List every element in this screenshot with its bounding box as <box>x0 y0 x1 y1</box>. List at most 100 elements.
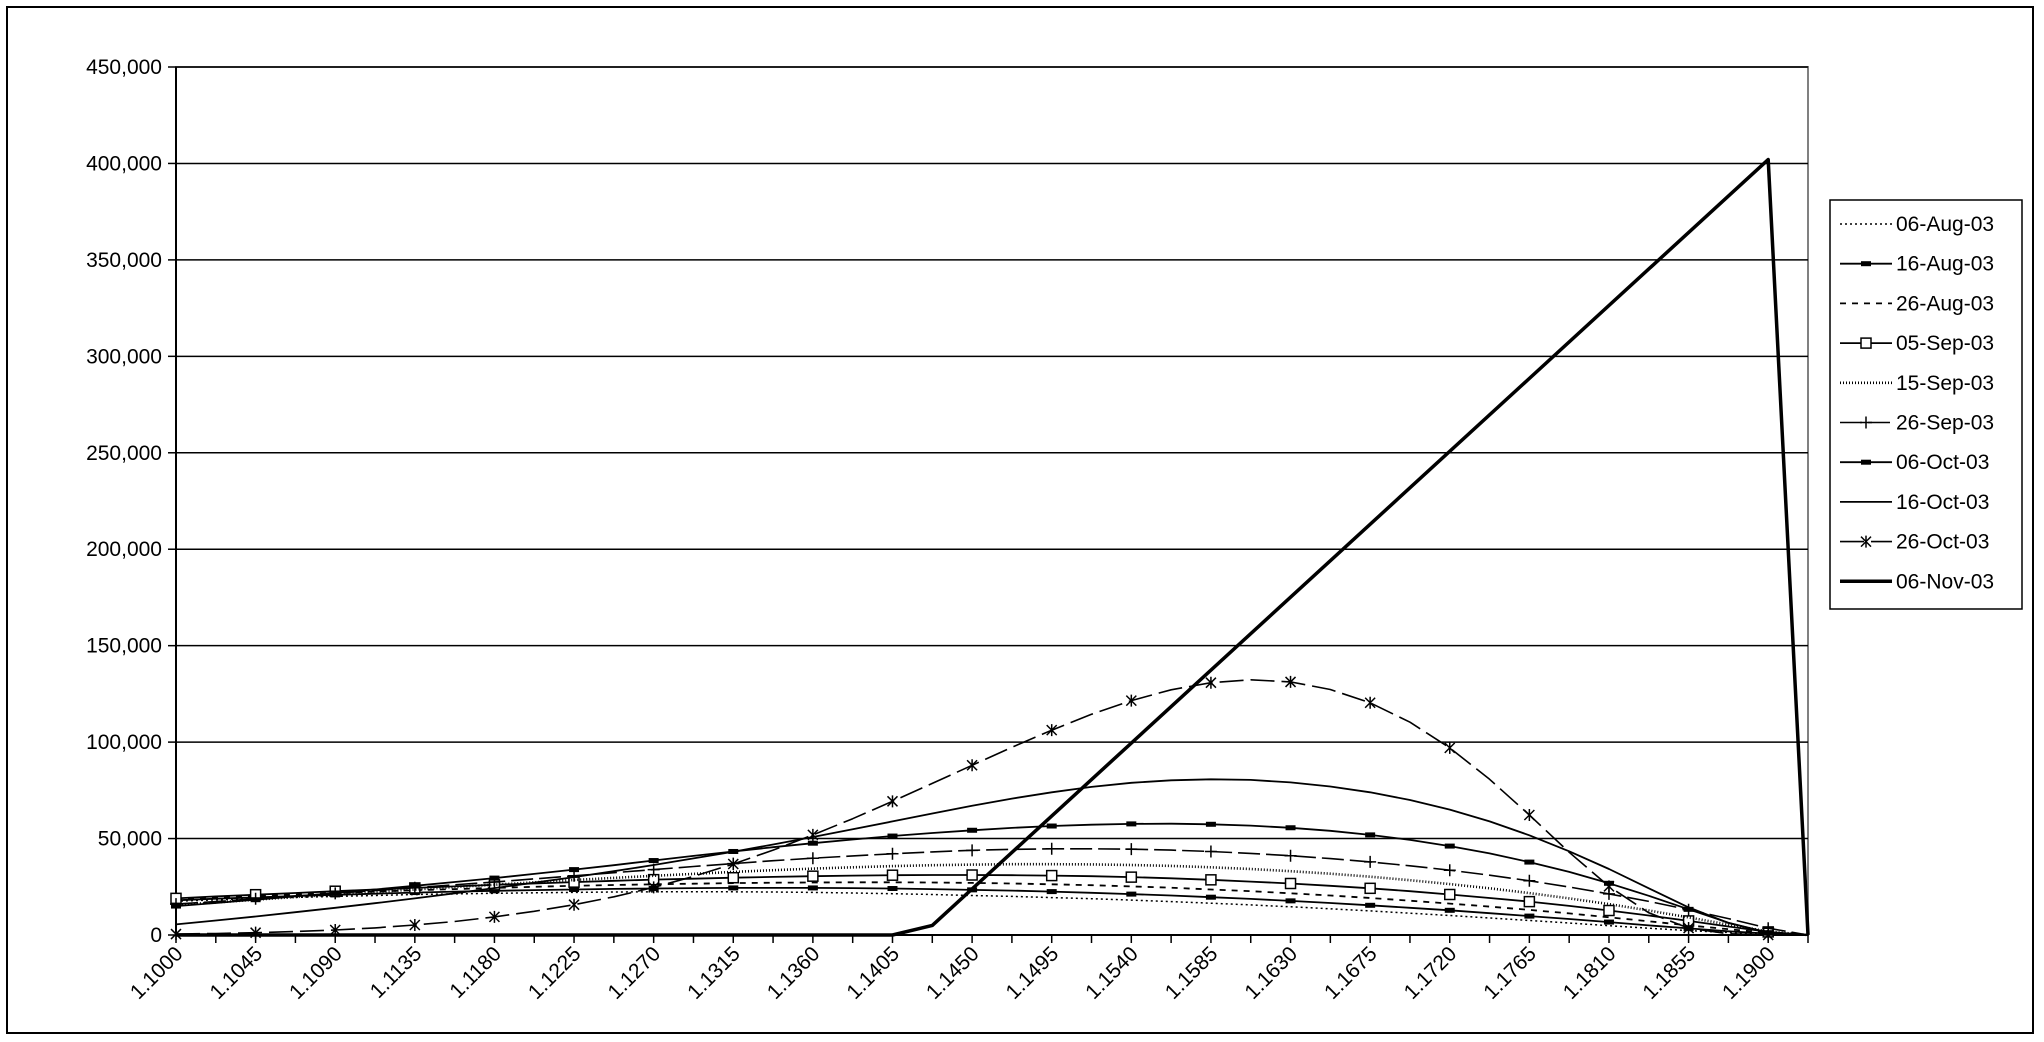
x-tick-label: 1.1090 <box>285 942 347 1004</box>
y-tick-label: 200,000 <box>86 538 162 561</box>
data-point-dash <box>1046 889 1057 895</box>
data-point-star <box>648 881 660 894</box>
data-point-star <box>1125 694 1137 707</box>
series-10 <box>176 157 1810 937</box>
series-line <box>175 862 1809 937</box>
data-point-star <box>409 918 421 931</box>
legend-label: 16-Oct-03 <box>1896 491 1989 514</box>
data-point-square <box>1125 871 1138 883</box>
y-gridlines <box>168 66 1808 936</box>
data-point-star <box>1364 696 1376 709</box>
y-tick-label: 50,000 <box>98 828 162 851</box>
x-tick-label: 1.1450 <box>922 942 984 1004</box>
data-point-plus <box>1125 843 1138 856</box>
series-line <box>175 891 1809 936</box>
data-point-dash <box>1205 821 1216 827</box>
y-tick-label: 400,000 <box>86 152 162 175</box>
legend-label: 26-Sep-03 <box>1896 412 1994 435</box>
data-point-square <box>1205 874 1217 886</box>
legend-label: 26-Aug-03 <box>1896 292 1994 315</box>
data-point-square <box>1860 337 1872 349</box>
x-tick-label: 1.1000 <box>126 942 188 1004</box>
x-tick-label: 1.1360 <box>763 942 825 1004</box>
data-point-dash <box>887 886 898 892</box>
plot-area <box>175 66 1809 936</box>
series-1 <box>175 891 1809 936</box>
y-tick-label: 0 <box>150 924 162 947</box>
legend-label: 06-Oct-03 <box>1896 451 1989 474</box>
legend-item: 06-Nov-03 <box>1840 570 1994 593</box>
data-point-dash <box>1205 894 1216 900</box>
data-point-dash <box>728 885 739 891</box>
legend-item: 26-Sep-03 <box>1840 412 1994 435</box>
x-tick-label: 1.1810 <box>1559 942 1621 1004</box>
series-5 <box>175 862 1809 937</box>
y-tick-label: 150,000 <box>86 635 162 658</box>
data-point-dash <box>1126 891 1137 897</box>
x-tick-label: 1.1315 <box>683 942 745 1004</box>
x-tick-label: 1.1045 <box>205 942 267 1004</box>
data-point-star <box>966 759 978 772</box>
data-point-star <box>1285 675 1297 688</box>
data-point-plus <box>1284 849 1297 862</box>
x-tick-label: 1.1900 <box>1718 942 1780 1004</box>
data-point-dash <box>807 840 818 846</box>
legend-item: 16-Oct-03 <box>1840 491 1989 514</box>
data-point-plus <box>966 844 979 857</box>
series-line <box>175 874 1809 936</box>
data-point-star <box>1762 929 1774 941</box>
data-point-dash <box>1444 843 1455 849</box>
data-point-star <box>1046 724 1058 737</box>
data-point-square <box>807 870 819 882</box>
data-point-star <box>727 858 739 871</box>
data-point-dash <box>1861 261 1871 267</box>
data-point-dash <box>489 875 500 881</box>
legend-item: 26-Aug-03 <box>1840 292 1994 315</box>
x-tick-label: 1.1225 <box>524 942 586 1004</box>
data-point-square <box>1364 882 1376 895</box>
data-point-plus <box>1204 845 1217 858</box>
data-point-star <box>886 795 899 808</box>
x-tick-label: 1.1405 <box>842 942 904 1004</box>
x-axis-tick-labels: 1.1000 1.1045 1.1090 1.1135 1.1180 1.1225 1.12… <box>126 935 1809 1004</box>
data-point-dash <box>648 858 659 864</box>
data-point-square <box>1045 869 1058 882</box>
data-point-dash <box>489 888 500 894</box>
legend-label: 06-Nov-03 <box>1896 570 1994 593</box>
data-point-dash <box>1126 821 1137 827</box>
data-point-plus <box>1443 864 1456 877</box>
data-point-dash <box>1524 913 1535 919</box>
series-9 <box>170 675 1808 941</box>
y-axis-tick-labels: 0 50,000 100,000 150,000 200,000 250,000 300,0… <box>86 56 162 947</box>
x-tick-label: 1.1630 <box>1240 942 1302 1004</box>
x-tick-label: 1.1135 <box>366 942 427 1003</box>
legend-item: 06-Aug-03 <box>1840 213 1994 236</box>
y-tick-label: 450,000 <box>86 56 162 79</box>
data-point-plus <box>1860 416 1872 429</box>
x-tick-label: 1.1495 <box>1002 942 1064 1004</box>
series-line <box>176 157 1810 937</box>
data-point-dash <box>409 883 420 889</box>
data-point-dash <box>1444 907 1455 913</box>
data-point-square <box>1284 877 1297 890</box>
data-point-dash <box>1365 902 1376 908</box>
y-tick-label: 100,000 <box>86 731 162 754</box>
series-8 <box>175 778 1809 936</box>
data-point-dash <box>330 890 341 896</box>
data-point-plus <box>1045 842 1058 855</box>
data-point-star <box>807 828 819 841</box>
legend: 06-Aug-03 16-Aug-03 26-Aug-03 05-Sep-03 15-S… <box>1829 199 2023 610</box>
data-point-dash <box>967 827 978 833</box>
data-point-dash <box>1524 859 1535 865</box>
data-point-plus <box>1364 855 1377 868</box>
series-line <box>175 679 1808 936</box>
series-line <box>175 822 1809 936</box>
data-point-dash <box>807 885 818 891</box>
x-tick-label: 1.1180 <box>445 942 506 1003</box>
x-tick-label: 1.1720 <box>1400 942 1462 1004</box>
y-tick-label: 250,000 <box>86 442 162 465</box>
x-tick-label: 1.1270 <box>604 942 666 1004</box>
legend-label: 26-Oct-03 <box>1896 531 1989 554</box>
legend-label: 16-Aug-03 <box>1896 253 1994 276</box>
